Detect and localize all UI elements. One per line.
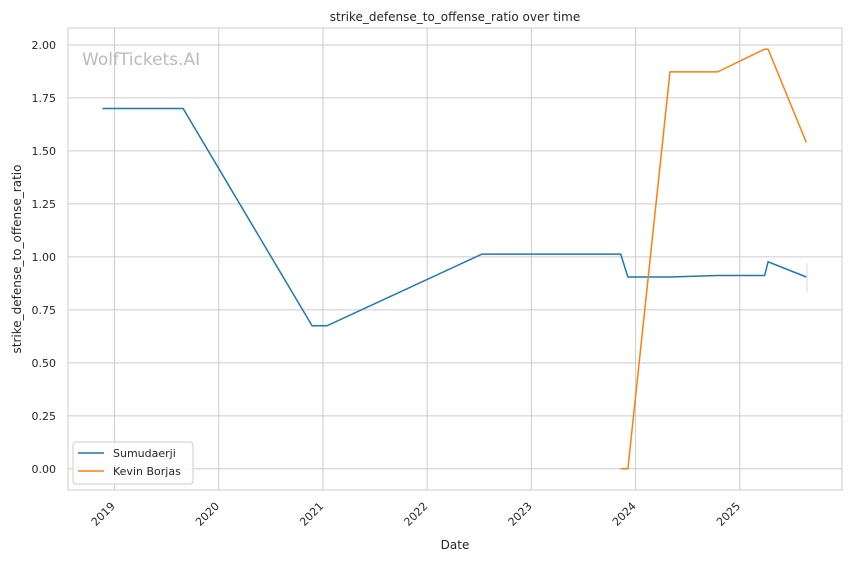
watermark: WolfTickets.AI [82, 50, 200, 70]
x-tick-label: 2024 [610, 500, 639, 529]
x-axis-label: Date [441, 538, 470, 552]
x-tick-label: 2022 [401, 500, 430, 529]
x-tick-label: 2019 [89, 500, 118, 529]
chart-title: strike_defense_to_offense_ratio over tim… [330, 10, 580, 24]
series-line-kevin-borjas [620, 48, 807, 470]
plot-frame [67, 27, 843, 491]
y-tick-label: 1.50 [32, 145, 57, 158]
y-tick-label: 1.75 [32, 92, 57, 105]
legend-label-sumudaerji: Sumudaerji [113, 447, 176, 460]
y-tick-label: 1.00 [32, 251, 57, 264]
y-axis-label: strike_defense_to_offense_ratio [10, 165, 24, 354]
y-tick-label: 0.75 [32, 304, 57, 317]
legend: Sumudaerji Kevin Borjas [72, 441, 194, 485]
y-tick-label: 1.25 [32, 198, 57, 211]
y-tick-label: 2.00 [32, 39, 57, 52]
x-tick-label: 2021 [297, 500, 326, 529]
y-tick-label: 0.25 [32, 410, 57, 423]
y-tick-label: 0.00 [32, 463, 57, 476]
x-tick-label: 2020 [193, 500, 222, 529]
legend-label-kevin-borjas: Kevin Borjas [113, 465, 181, 478]
x-tick-label: 2025 [714, 500, 743, 529]
x-tick-label: 2023 [506, 500, 535, 529]
y-tick-label: 0.50 [32, 357, 57, 370]
series-line-sumudaerji [102, 107, 807, 327]
